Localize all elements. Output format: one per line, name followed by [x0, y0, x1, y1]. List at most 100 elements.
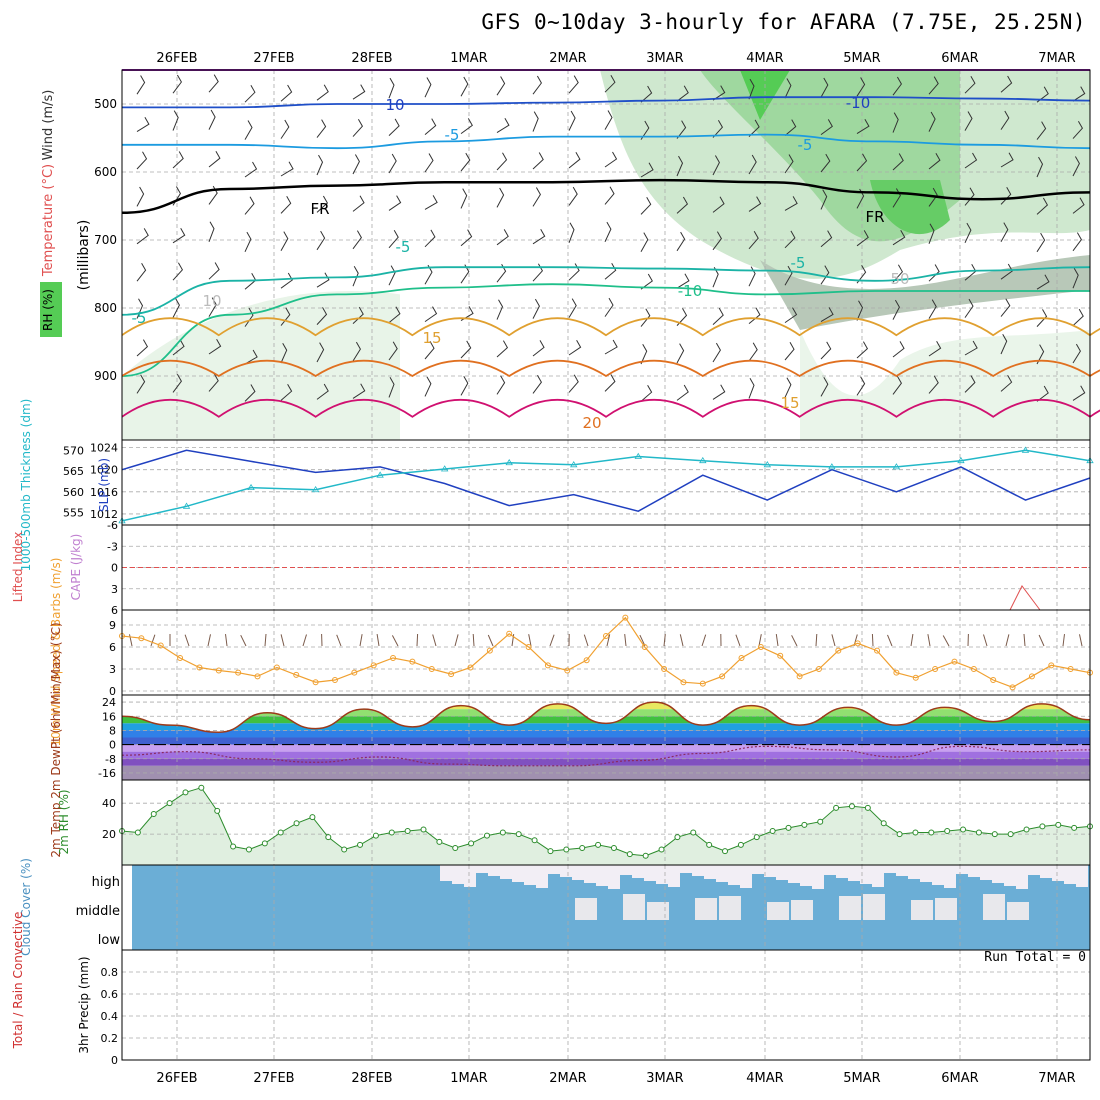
rh-marker	[436, 838, 443, 845]
wind-barb	[676, 155, 684, 177]
high-cloud-gap	[596, 865, 608, 886]
wind-barb	[964, 152, 978, 169]
chart-title: GFS 0~10day 3-hourly for AFARA (7.75E, 2…	[481, 10, 1086, 34]
wind-barb	[640, 343, 648, 365]
high-cloud-gap	[1076, 865, 1088, 887]
wind-speed-marker	[448, 671, 455, 678]
wind-barb	[496, 340, 509, 358]
wind-barb	[748, 342, 758, 362]
wind-barb	[892, 112, 899, 133]
wind-barb	[928, 223, 935, 244]
rh-legend-swatch	[40, 282, 62, 337]
wind-barb	[1072, 308, 1084, 326]
wind-barb	[172, 74, 182, 94]
rh-marker	[198, 784, 205, 791]
wind-barb	[568, 110, 576, 131]
rh-marker	[848, 803, 855, 810]
wind-barb	[460, 76, 469, 97]
high-cloud-gap	[956, 865, 968, 874]
wind-barb	[748, 378, 755, 399]
wind-barb	[424, 195, 438, 210]
wind-speed-marker	[874, 647, 881, 654]
li-tick-label: -6	[107, 519, 118, 532]
date-label-top: 4MAR	[746, 51, 783, 66]
wind-barb	[1000, 110, 1010, 130]
wind-barb	[1072, 86, 1086, 102]
wind-barb	[784, 196, 798, 211]
date-label-top: 7MAR	[1038, 51, 1075, 66]
temp2m-ylabel: 2m Temp 2m DewPt (6hr Min/Max) (°C)	[49, 622, 63, 857]
wind-speed-marker	[970, 666, 977, 672]
wind-barb	[568, 222, 575, 243]
wind-barb	[820, 230, 833, 248]
wind-speed-marker	[177, 655, 184, 661]
wind-barb	[244, 384, 256, 402]
wind-speed-marker	[835, 647, 842, 654]
date-label-top: 5MAR	[843, 51, 880, 66]
rh-marker	[674, 834, 681, 841]
date-label-top: 1MAR	[450, 51, 487, 66]
thickness-tick-label: 565	[63, 465, 84, 478]
rh-shade	[800, 330, 1090, 440]
wind-barb	[388, 341, 398, 361]
wind-speed-marker	[351, 669, 358, 676]
wind-barb	[388, 195, 402, 211]
wind-barb	[208, 221, 215, 242]
wind-speed-marker	[506, 630, 513, 637]
wind-barb	[820, 265, 830, 285]
thickness-marker	[828, 463, 836, 470]
wind-barb	[280, 231, 289, 252]
rh-marker	[912, 829, 919, 836]
wind-barb	[532, 187, 541, 207]
wind-speed-marker	[951, 658, 958, 665]
temp-tick-label: -8	[105, 753, 116, 766]
wind-barb	[454, 634, 459, 647]
wind-barb	[1072, 197, 1085, 214]
wind-barb	[280, 634, 285, 647]
precip-tick-label: 0.4	[101, 1010, 119, 1023]
high-cloud-gap	[608, 865, 620, 889]
wind-speed-marker	[525, 644, 532, 650]
wind-barb	[432, 634, 437, 647]
rh-area	[122, 787, 1090, 865]
high-cloud-gap	[476, 865, 488, 873]
high-cloud-gap	[1016, 865, 1028, 889]
rh-marker	[547, 848, 554, 855]
rh-marker	[277, 829, 284, 836]
wind-barb	[964, 375, 976, 393]
mid-cloud-gap	[767, 902, 789, 920]
wind-barb	[376, 634, 380, 647]
cape-lifted-index-panel: -6 -3 0 3 6 Lifted Index CAPE (J/kg)	[11, 519, 1091, 617]
wind10m-ylabel: 10m Wind Speed & Barbs (m/s)	[49, 558, 63, 747]
wind-barb	[676, 196, 689, 214]
slp-tick-label: 1016	[90, 486, 118, 499]
rh-tick-label: 40	[102, 797, 116, 810]
high-cloud-gap	[740, 865, 752, 888]
wind-barb	[583, 634, 589, 647]
wind-barb	[748, 78, 755, 100]
wind-barb	[928, 152, 941, 170]
date-label-top: 2MAR	[549, 51, 586, 66]
contour-label: 15	[422, 329, 441, 347]
wind-barb	[460, 340, 472, 359]
wind-barb	[208, 150, 221, 168]
wind-barb	[532, 298, 540, 319]
rh-marker	[182, 789, 189, 796]
slp-tick-label: 1012	[90, 508, 118, 521]
wind-barb	[172, 227, 186, 244]
wind-barb	[784, 119, 797, 136]
rh-marker	[864, 804, 871, 811]
wind-barb	[532, 374, 542, 394]
temp-bands	[122, 702, 1090, 780]
temperature-contour	[121, 399, 1100, 418]
wind-barb	[1038, 634, 1045, 647]
wind-barb	[136, 151, 148, 170]
wind-barb	[640, 120, 650, 140]
wind-barb	[352, 84, 366, 100]
mid-cloud-gap	[983, 894, 1005, 920]
wind-barb	[1000, 263, 1013, 280]
wind-barb	[1072, 120, 1084, 139]
wind-barb	[424, 153, 434, 173]
wind-barb	[604, 374, 616, 392]
mid-cloud-gap	[719, 896, 741, 920]
